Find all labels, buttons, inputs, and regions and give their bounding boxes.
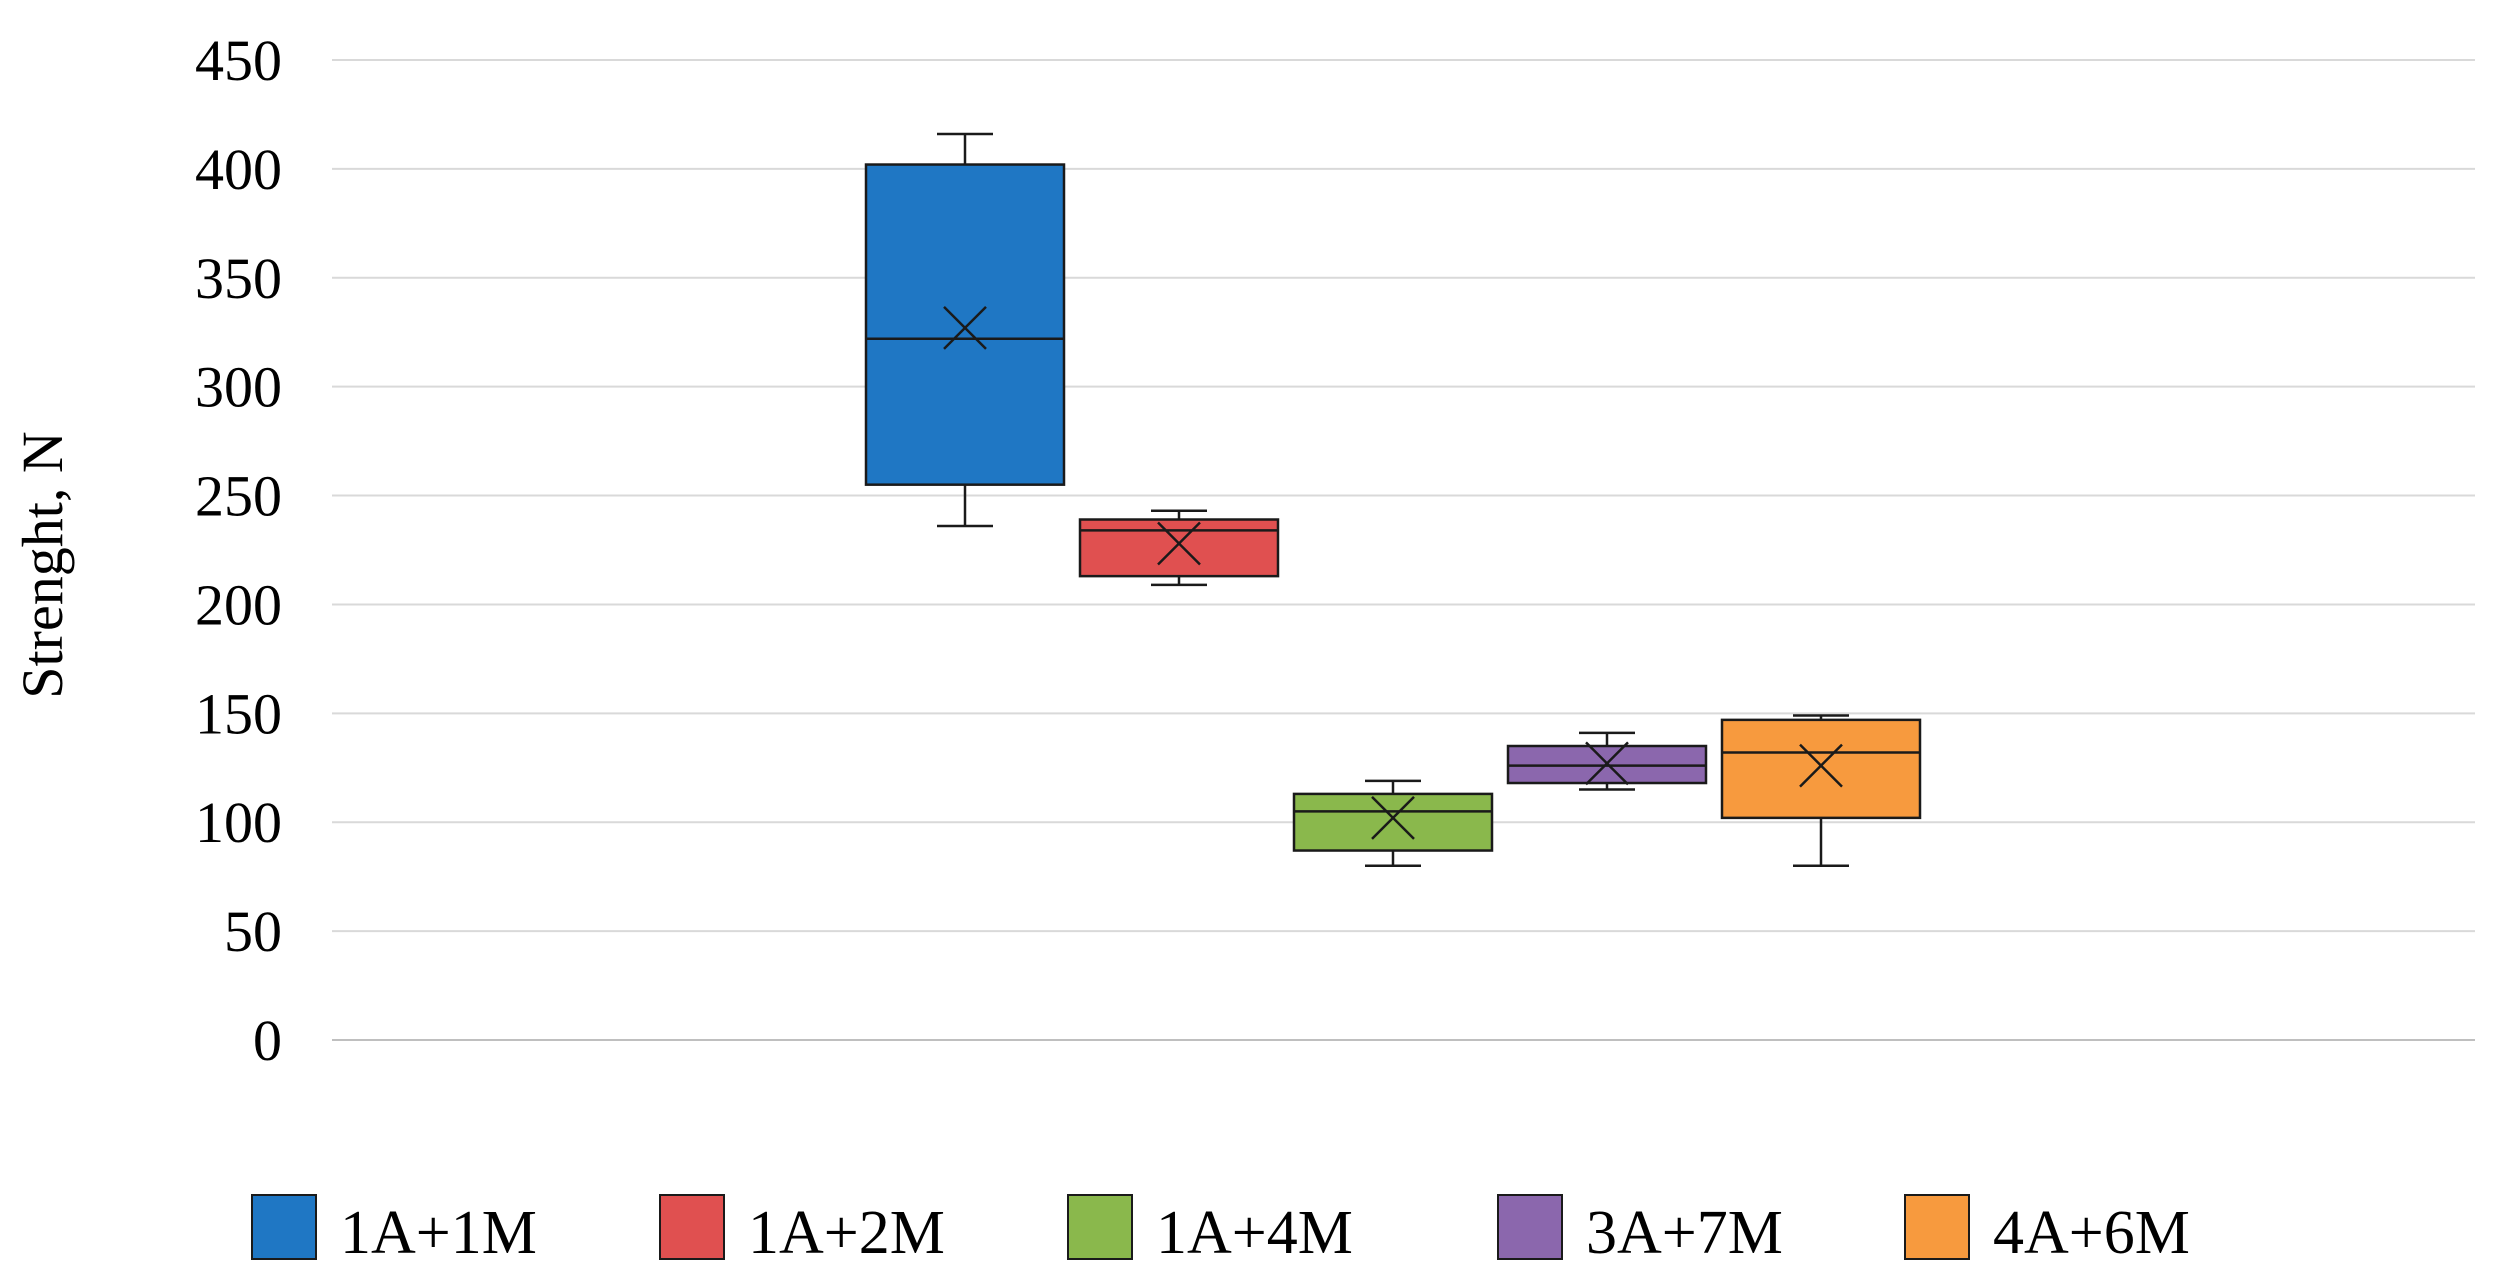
box-iqr bbox=[1720, 718, 1922, 820]
mean-marker bbox=[1585, 741, 1629, 786]
legend-item: 1A+1M bbox=[251, 1194, 537, 1267]
y-tick-label: 200 bbox=[195, 572, 282, 637]
legend-swatch bbox=[1067, 1194, 1133, 1260]
y-tick-label: 250 bbox=[195, 464, 282, 529]
box-1A+1M bbox=[864, 132, 1066, 528]
legend-swatch bbox=[251, 1194, 317, 1260]
box-4A+6M bbox=[1720, 714, 1922, 868]
legend-swatch bbox=[1904, 1194, 1970, 1260]
legend-label: 4A+6M bbox=[1993, 1199, 2190, 1267]
box-iqr bbox=[1078, 518, 1280, 578]
legend-swatch bbox=[659, 1194, 725, 1260]
y-axis-ticks: 0 50 100 150 200 250 300 350 400 450 bbox=[195, 28, 282, 1073]
y-tick-label: 0 bbox=[253, 1008, 282, 1073]
gridlines bbox=[332, 59, 2475, 933]
legend: 1A+1M 1A+2M 1A+4M 3A+7M 4A+6M bbox=[251, 1194, 2190, 1267]
mean-marker bbox=[1157, 521, 1201, 566]
legend-swatch bbox=[1497, 1194, 1563, 1260]
mean-marker bbox=[1371, 795, 1415, 840]
mean-marker bbox=[1799, 743, 1843, 788]
y-tick-label: 400 bbox=[195, 137, 282, 202]
legend-item: 1A+4M bbox=[1067, 1194, 1353, 1267]
box-3A+7M bbox=[1506, 731, 1708, 791]
legend-label: 1A+4M bbox=[1156, 1199, 1353, 1267]
y-tick-label: 350 bbox=[195, 246, 282, 311]
y-tick-label: 50 bbox=[224, 899, 282, 964]
box-series bbox=[864, 132, 1922, 868]
y-tick-label: 450 bbox=[195, 28, 282, 93]
legend-label: 3A+7M bbox=[1586, 1199, 1783, 1267]
box-1A+4M bbox=[1292, 779, 1494, 868]
legend-item: 1A+2M bbox=[659, 1194, 945, 1267]
legend-label: 1A+1M bbox=[340, 1199, 537, 1267]
legend-label: 1A+2M bbox=[748, 1199, 945, 1267]
y-tick-label: 300 bbox=[195, 355, 282, 420]
y-axis-title: Strenght, N bbox=[10, 431, 75, 698]
mean-marker bbox=[943, 305, 987, 350]
y-tick-label: 100 bbox=[195, 790, 282, 855]
box-iqr bbox=[1292, 792, 1494, 852]
legend-item: 3A+7M bbox=[1497, 1194, 1783, 1267]
box-iqr bbox=[864, 163, 1066, 486]
y-tick-label: 150 bbox=[195, 681, 282, 746]
legend-item: 4A+6M bbox=[1904, 1194, 2190, 1267]
box-1A+2M bbox=[1078, 509, 1280, 587]
